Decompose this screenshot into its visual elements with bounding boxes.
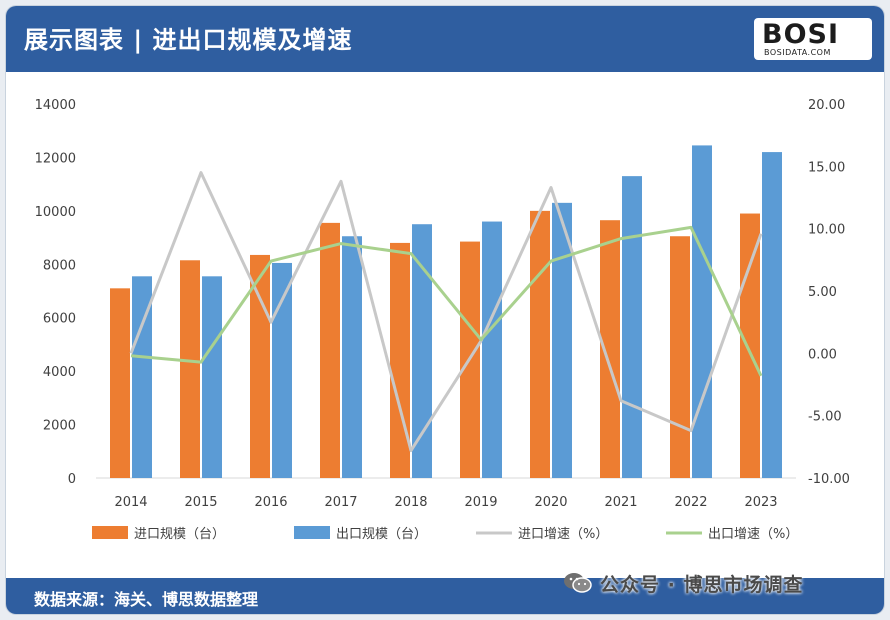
y-left-tick-label: 4000 <box>43 365 76 380</box>
y-left-tick-label: 8000 <box>43 258 76 273</box>
import-bar <box>110 288 130 478</box>
import-bar <box>320 222 340 478</box>
x-tick-label: 2018 <box>394 495 427 510</box>
export-bar <box>412 224 432 478</box>
export-bar <box>482 221 502 479</box>
x-tick-label: 2023 <box>744 495 777 510</box>
bosi-logo: BOSI BOSIDATA.COM <box>754 18 872 60</box>
chart-card: 展示图表 | 进出口规模及增速 BOSI BOSIDATA.COM 14000 1… <box>6 6 884 614</box>
x-tick-label: 2015 <box>184 495 217 510</box>
x-tick-label: 2022 <box>674 495 707 510</box>
footer-bar: 数据来源：海关、博思数据整理 <box>6 578 884 614</box>
chart-area: 14000 12000 10000 8000 6000 4000 2000 0 20.00 15.… <box>6 72 884 584</box>
x-tick-label: 2017 <box>324 495 357 510</box>
y-left-tick-label: 6000 <box>43 312 76 327</box>
export-bar <box>342 236 362 478</box>
x-tick-label: 2016 <box>254 495 287 510</box>
logo-subtitle: BOSIDATA.COM <box>764 48 831 57</box>
y-right-tick-label: 0.00 <box>808 347 837 362</box>
import-bar <box>180 260 200 478</box>
y-right-tick-label: -10.00 <box>808 472 850 487</box>
page-title: 展示图表 | 进出口规模及增速 <box>24 26 353 54</box>
header-bar: 展示图表 | 进出口规模及增速 BOSI BOSIDATA.COM <box>6 6 884 72</box>
data-source: 数据来源：海关、博思数据整理 <box>34 590 259 609</box>
y-right-tick-label: 10.00 <box>808 223 845 238</box>
legend-import-scale-swatch <box>92 526 128 539</box>
legend-import-scale: 进口规模（台） <box>134 527 225 542</box>
logo-mark: BOSI <box>762 19 840 50</box>
x-tick-label: 2014 <box>114 495 147 510</box>
x-tick-label: 2020 <box>534 495 567 510</box>
y-left-tick-label: 12000 <box>35 151 76 166</box>
import-bar <box>530 210 550 478</box>
x-tick-label: 2019 <box>464 495 497 510</box>
export-bar <box>552 202 572 479</box>
combo-chart: 14000 12000 10000 8000 6000 4000 2000 0 20.00 15.… <box>35 98 850 542</box>
y-left-tick-label: 2000 <box>43 419 76 434</box>
import-bar <box>390 242 410 478</box>
legend-import-growth: 进口增速（%） <box>518 527 608 542</box>
export-bar <box>272 262 292 478</box>
export-bar <box>132 276 152 478</box>
import-growth-line <box>129 171 763 453</box>
legend-export-scale-swatch <box>294 526 330 539</box>
export-bar <box>202 276 222 478</box>
export-bar <box>692 145 712 478</box>
legend-export-growth: 出口增速（%） <box>708 527 798 542</box>
legend-export-scale: 出口规模（台） <box>336 527 427 542</box>
import-bar <box>600 220 620 478</box>
y-left-tick-label: 14000 <box>35 98 76 113</box>
export-growth-line <box>130 225 763 377</box>
y-right-tick-label: 15.00 <box>808 160 845 175</box>
import-bar <box>740 213 760 478</box>
y-right-tick-label: 20.00 <box>808 98 845 113</box>
export-bar <box>622 176 642 478</box>
y-right-tick-label: -5.00 <box>808 410 842 425</box>
y-right-tick-label: 5.00 <box>808 285 837 300</box>
export-bar <box>762 152 782 478</box>
y-left-tick-label: 0 <box>68 472 76 487</box>
y-left-tick-label: 10000 <box>35 205 76 220</box>
import-bar <box>670 236 690 478</box>
x-tick-label: 2021 <box>604 495 637 510</box>
